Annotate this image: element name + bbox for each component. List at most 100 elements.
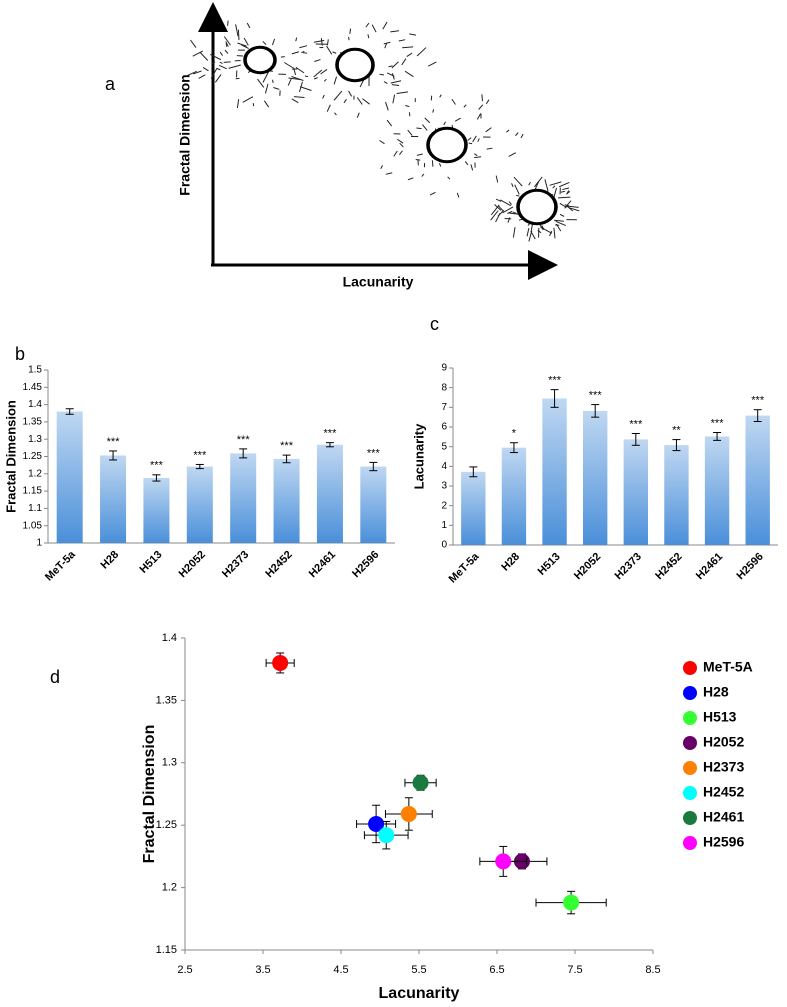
sketch-stroke xyxy=(192,70,202,75)
y-tick-label: 1.35 xyxy=(23,417,43,428)
sketch-stroke xyxy=(379,73,385,76)
sketch-stroke xyxy=(371,24,377,33)
sketch-stroke xyxy=(390,80,402,84)
y-tick-label: 1 xyxy=(441,520,447,531)
sketch-stroke xyxy=(416,127,422,130)
x-axis-label: Lacunarity xyxy=(343,274,414,290)
sketch-stroke xyxy=(495,175,499,183)
sketch-stroke xyxy=(528,230,533,242)
legend-swatch xyxy=(683,836,697,850)
sketch-stroke xyxy=(500,199,511,207)
sketch-stroke xyxy=(553,227,556,239)
sketch-stroke xyxy=(237,29,240,41)
sketch-stroke xyxy=(490,204,500,216)
panel-label: a xyxy=(105,74,116,94)
sketch-stroke xyxy=(235,24,239,37)
cell-outline xyxy=(243,45,277,75)
point xyxy=(495,853,512,870)
significance-label: *** xyxy=(237,434,251,446)
sketch-stroke xyxy=(223,61,231,63)
sketch-stroke xyxy=(356,97,363,105)
sketch-stroke xyxy=(405,105,410,108)
sketch-stroke xyxy=(422,124,428,131)
sketch-stroke xyxy=(313,77,318,80)
sketch-stroke xyxy=(313,69,323,78)
legend-label: H2461 xyxy=(703,809,744,825)
bar xyxy=(230,453,257,543)
point xyxy=(563,894,580,911)
sketch-stroke xyxy=(520,133,524,139)
legend-swatch xyxy=(683,711,697,725)
sketch-stroke xyxy=(322,94,325,99)
x-tick-label: H2052 xyxy=(572,551,603,582)
sketch-stroke xyxy=(385,172,393,175)
y-tick-label: 2 xyxy=(441,500,447,511)
x-tick-label: H2373 xyxy=(613,551,644,582)
y-tick-label: 1.45 xyxy=(23,382,43,393)
bar xyxy=(583,410,608,545)
sketch-stroke xyxy=(526,228,530,237)
sketch-stroke xyxy=(202,67,209,72)
sketch-stroke xyxy=(512,227,516,238)
sketch-stroke xyxy=(566,190,570,195)
sketch-stroke xyxy=(553,219,564,222)
y-axis-label: Fractal Dimension xyxy=(177,74,193,195)
x-tick-label: 6.5 xyxy=(489,964,504,976)
bar xyxy=(56,411,83,543)
bar xyxy=(704,436,730,545)
sketch-stroke xyxy=(385,101,389,111)
significance-label: *** xyxy=(324,428,338,440)
legend-swatch xyxy=(683,811,697,825)
sketch-stroke xyxy=(326,104,331,112)
sketch-stroke xyxy=(291,98,299,104)
cell-outline xyxy=(245,47,275,73)
significance-label: *** xyxy=(589,389,603,401)
sketch-stroke xyxy=(391,73,395,80)
y-tick-label: 1.35 xyxy=(156,694,177,706)
y-tick-label: 5 xyxy=(441,441,447,452)
x-tick-label: H2596 xyxy=(350,549,381,580)
legend-label: H2452 xyxy=(703,784,744,800)
bar xyxy=(316,444,343,543)
x-tick-label: 4.5 xyxy=(333,964,348,976)
legend-label: H2052 xyxy=(703,734,744,750)
sketch-stroke xyxy=(494,204,502,211)
significance-label: *** xyxy=(193,449,207,461)
legend-label: H513 xyxy=(703,709,737,725)
bar xyxy=(143,477,170,543)
sketch-stroke xyxy=(398,39,406,42)
sketch-stroke xyxy=(323,78,327,82)
sketch-stroke xyxy=(388,65,393,68)
sketch-stroke xyxy=(509,212,519,215)
y-tick-label: 1.1 xyxy=(28,503,42,514)
y-tick-label: 1.3 xyxy=(28,434,42,445)
sketch-stroke xyxy=(313,39,325,43)
sketch-stroke xyxy=(531,232,536,240)
sketch-stroke xyxy=(295,37,298,42)
y-tick-label: 1.2 xyxy=(162,882,177,894)
sketch-stroke xyxy=(262,40,267,46)
sketch-stroke xyxy=(295,66,305,74)
y-tick-label: 9 xyxy=(441,363,447,374)
sketch-stroke xyxy=(262,71,270,83)
sketch-stroke xyxy=(228,64,241,69)
y-tick-label: 1.5 xyxy=(28,365,42,376)
sketch-stroke xyxy=(225,41,229,47)
bar xyxy=(623,439,648,545)
sketch-stroke xyxy=(407,129,413,136)
sketch-stroke xyxy=(456,192,460,198)
sketch-stroke xyxy=(356,112,360,118)
sketch-stroke xyxy=(432,109,435,113)
sketch-stroke xyxy=(424,117,431,124)
sketch-stroke xyxy=(401,58,407,66)
x-tick-label: 3.5 xyxy=(255,964,270,976)
sketch-stroke xyxy=(367,34,370,39)
legend-swatch xyxy=(683,661,697,675)
sketch-stroke xyxy=(528,181,531,186)
sketch-stroke xyxy=(348,90,353,97)
sketch-stroke xyxy=(406,52,413,57)
sketch-stroke xyxy=(407,177,414,181)
sketch-stroke xyxy=(211,61,216,65)
sketch-stroke xyxy=(391,61,399,69)
